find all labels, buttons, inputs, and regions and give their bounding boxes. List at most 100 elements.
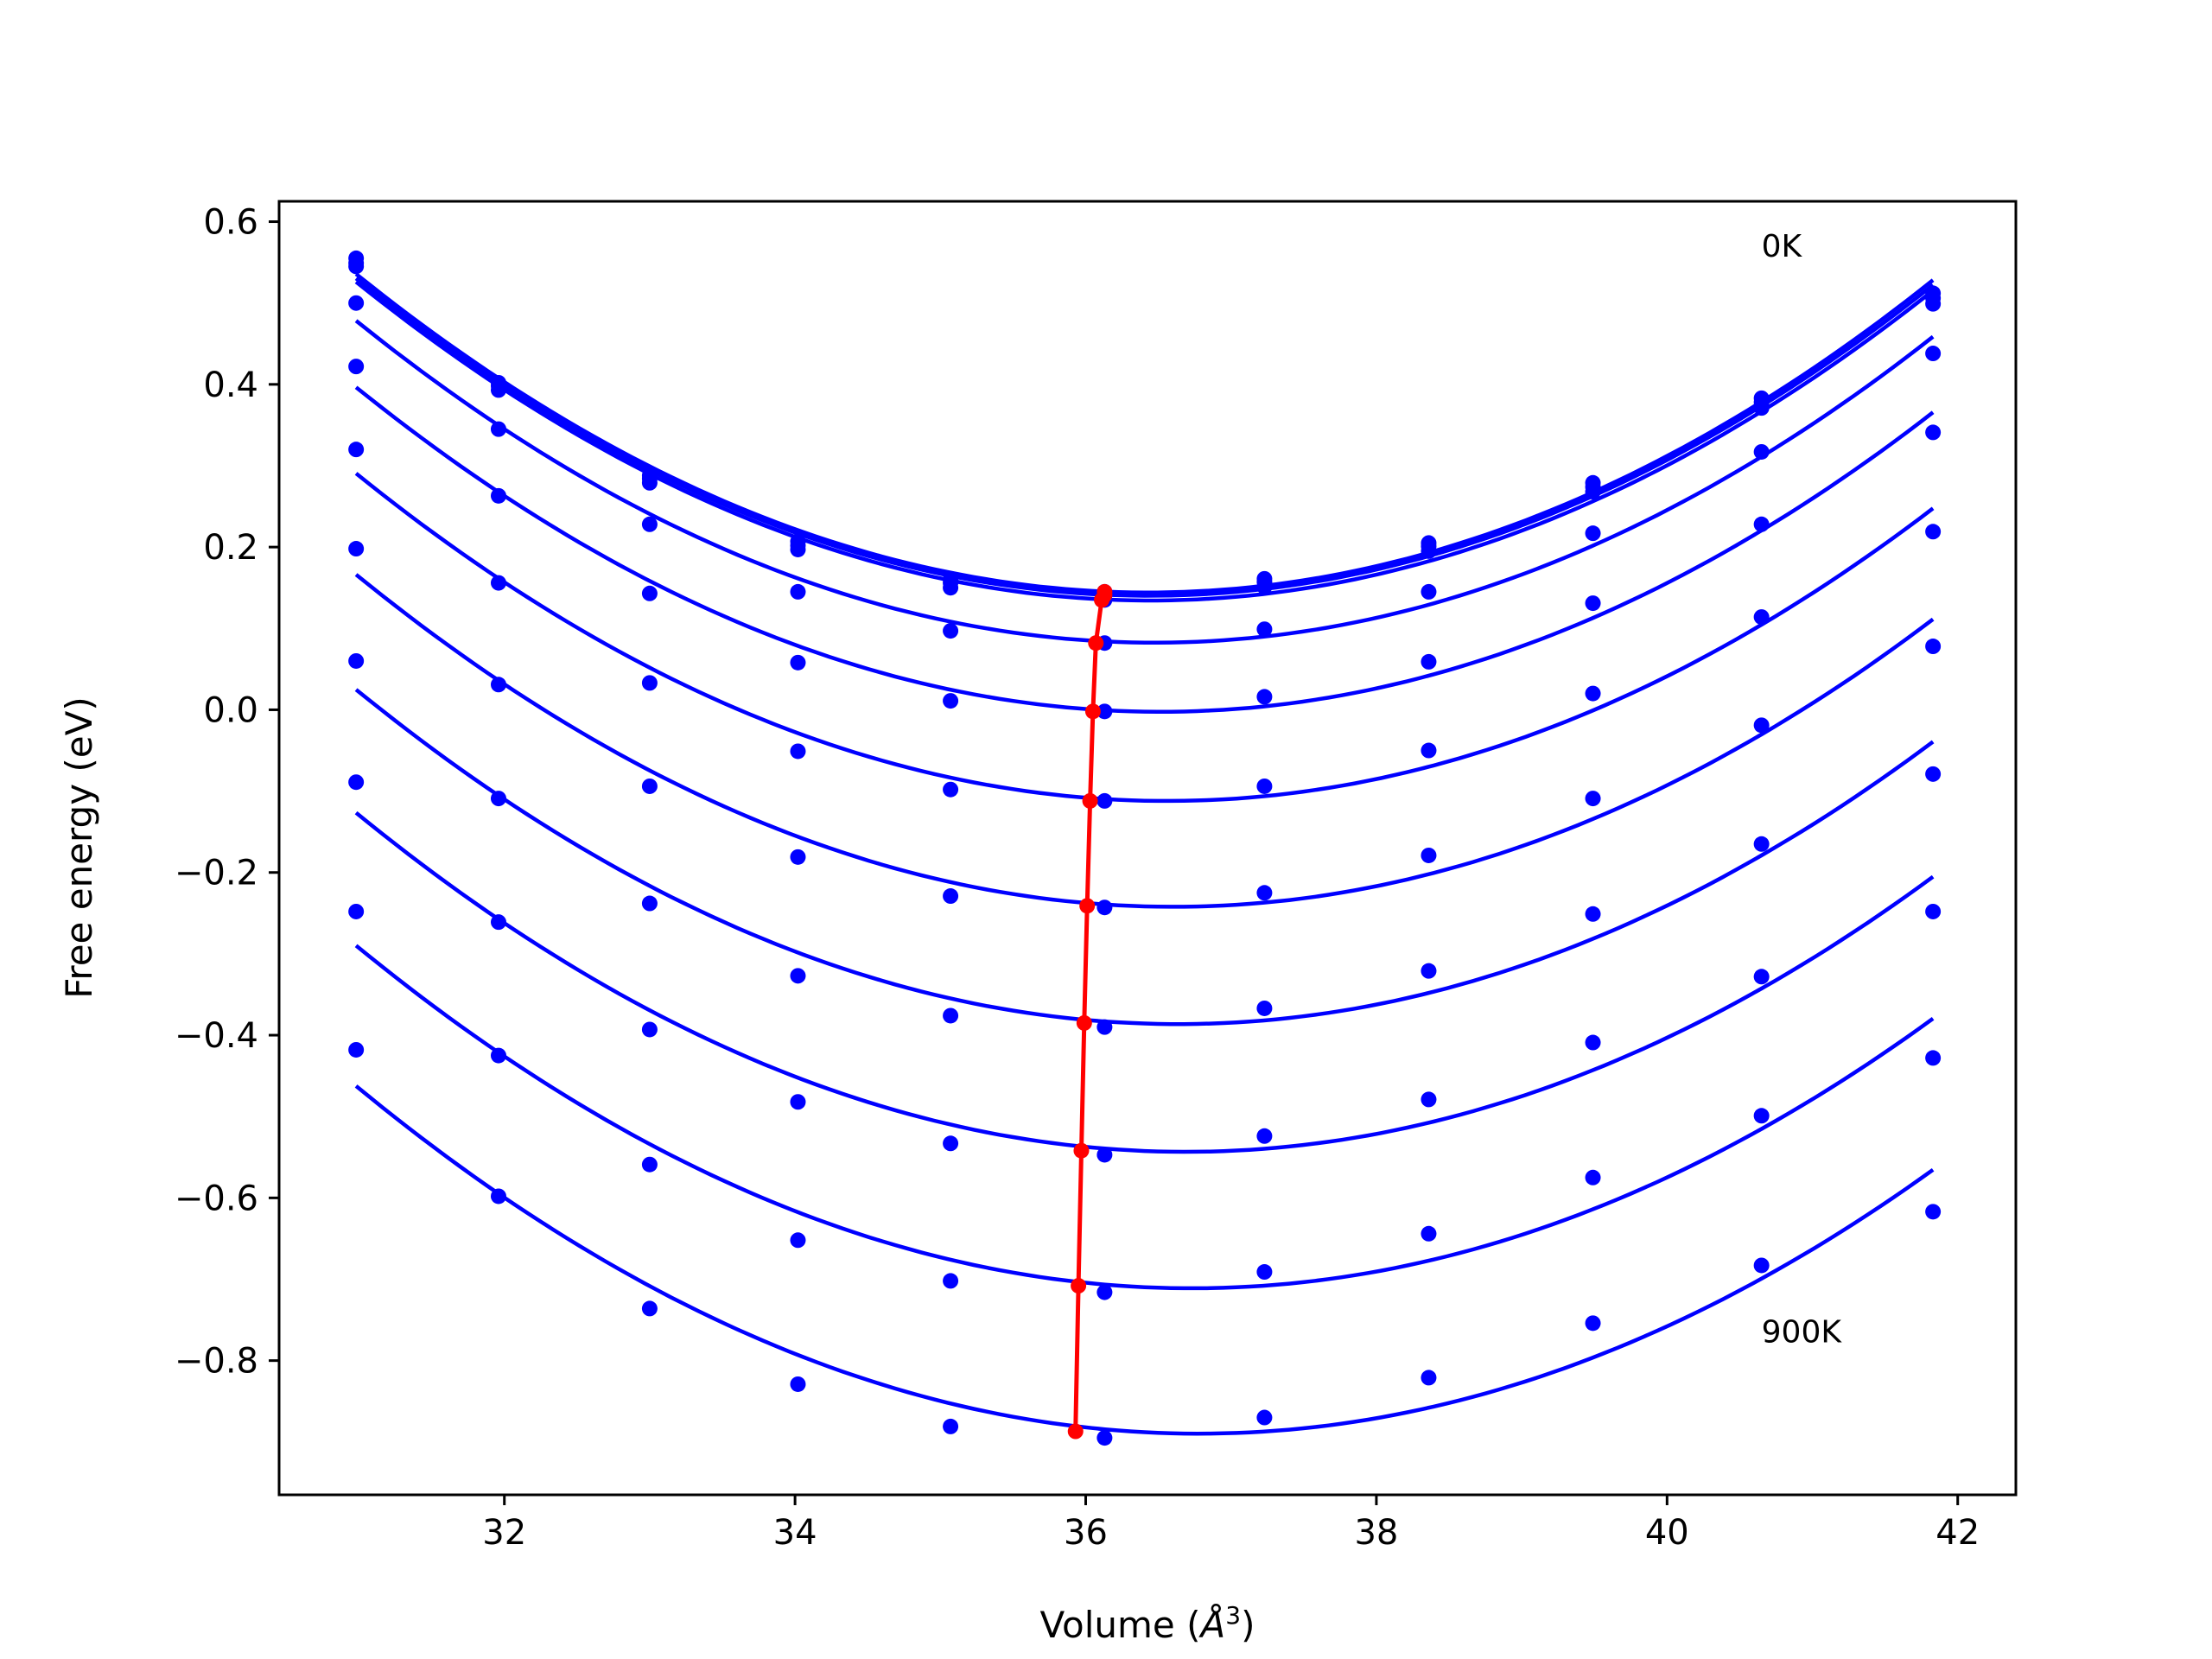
- data-point: [641, 516, 658, 532]
- data-point: [490, 575, 506, 591]
- minimum-point: [1067, 1423, 1084, 1440]
- data-point: [348, 903, 365, 919]
- data-point: [1585, 595, 1601, 612]
- data-point: [1925, 1050, 1942, 1066]
- data-point: [1096, 1019, 1113, 1035]
- data-point: [348, 258, 365, 275]
- y-tick-label: −0.2: [175, 854, 258, 893]
- data-point: [1585, 685, 1601, 702]
- series-curve-6: [354, 573, 1935, 909]
- minimum-point: [1094, 592, 1110, 608]
- data-point: [1421, 1370, 1437, 1386]
- data-point: [641, 474, 658, 491]
- series-curve-0: [354, 272, 1935, 594]
- data-point: [790, 849, 806, 865]
- x-tick-label: 32: [482, 1513, 526, 1553]
- y-axis-ticks: 0.6 0.4 0.2 0.0 −0.2 −0.4 −0.6 −0.8: [175, 203, 279, 1382]
- data-point: [1421, 847, 1437, 863]
- data-point: [790, 1094, 806, 1110]
- data-point: [1256, 885, 1273, 901]
- series-curve-10: [354, 1084, 1935, 1436]
- data-point: [490, 1188, 506, 1205]
- data-point: [790, 654, 806, 671]
- data-point: [490, 487, 506, 504]
- series-curve-5: [354, 472, 1935, 804]
- y-tick-label: −0.6: [175, 1179, 258, 1218]
- data-point: [1421, 583, 1437, 600]
- data-point: [1753, 969, 1770, 985]
- temperature-annotation: 900K: [1762, 1315, 1843, 1351]
- data-point: [943, 580, 959, 596]
- data-point: [943, 623, 959, 639]
- minimum-point: [1082, 792, 1098, 809]
- data-point: [1925, 903, 1942, 919]
- series-curve-7: [354, 688, 1935, 1027]
- data-point: [641, 895, 658, 912]
- data-point: [348, 774, 365, 791]
- data-point: [790, 1376, 806, 1392]
- data-point: [641, 1156, 658, 1173]
- y-tick-label: 0.2: [203, 528, 258, 568]
- data-point: [1096, 1147, 1113, 1163]
- plot-frame: [277, 200, 2018, 1497]
- data-point: [1925, 1204, 1942, 1220]
- data-point: [1256, 1409, 1273, 1426]
- data-point: [1096, 1430, 1113, 1446]
- temperature-annotation: 0K: [1762, 229, 1803, 264]
- data-point: [1753, 836, 1770, 852]
- data-point: [790, 583, 806, 600]
- data-point: [1585, 1169, 1601, 1185]
- data-point: [1585, 484, 1601, 500]
- x-tick-label: 36: [1064, 1513, 1108, 1553]
- data-point: [943, 1135, 959, 1152]
- data-point: [1753, 717, 1770, 734]
- data-point: [790, 1232, 806, 1249]
- data-point: [1925, 296, 1942, 312]
- data-point: [1753, 443, 1770, 460]
- data-point: [943, 693, 959, 709]
- minimum-point: [1076, 1014, 1092, 1031]
- data-point: [943, 1007, 959, 1024]
- data-point: [1096, 1284, 1113, 1300]
- data-point: [1256, 579, 1273, 595]
- x-axis-ticks: 32 34 36 38 40 42: [482, 1495, 1980, 1553]
- data-point: [1585, 1034, 1601, 1051]
- data-point: [348, 295, 365, 311]
- data-point: [1585, 1315, 1601, 1332]
- data-point: [348, 541, 365, 557]
- data-point: [1753, 1108, 1770, 1124]
- data-point: [943, 781, 959, 798]
- data-point: [490, 677, 506, 693]
- data-point: [1421, 1091, 1437, 1108]
- data-point: [1096, 899, 1113, 916]
- data-point: [348, 1041, 365, 1058]
- minimum-path: [1067, 583, 1113, 1440]
- data-point: [641, 778, 658, 794]
- y-tick-label: −0.8: [175, 1342, 258, 1382]
- data-point: [348, 652, 365, 669]
- data-point: [1925, 424, 1942, 441]
- data-point: [1096, 703, 1113, 720]
- data-point: [490, 791, 506, 807]
- data-point: [490, 421, 506, 437]
- data-point: [1256, 621, 1273, 638]
- data-point: [641, 675, 658, 691]
- series-points: [348, 250, 1942, 1446]
- x-axis-label: Volume (Å3): [1040, 1601, 1255, 1646]
- data-point: [790, 541, 806, 557]
- minimum-point: [1084, 703, 1101, 720]
- minimum-point: [1079, 898, 1096, 914]
- data-point: [1421, 653, 1437, 670]
- series-curves: [354, 272, 1935, 1436]
- x-tick-label: 40: [1645, 1513, 1689, 1553]
- data-point: [1585, 525, 1601, 542]
- data-point: [1421, 543, 1437, 559]
- data-point: [943, 888, 959, 905]
- data-point: [1256, 1264, 1273, 1281]
- series-curve-9: [354, 944, 1935, 1291]
- minimum-point: [1088, 635, 1104, 652]
- data-point: [1096, 792, 1113, 809]
- data-point: [1256, 778, 1273, 794]
- minimum-point: [1073, 1142, 1090, 1159]
- data-point: [641, 585, 658, 601]
